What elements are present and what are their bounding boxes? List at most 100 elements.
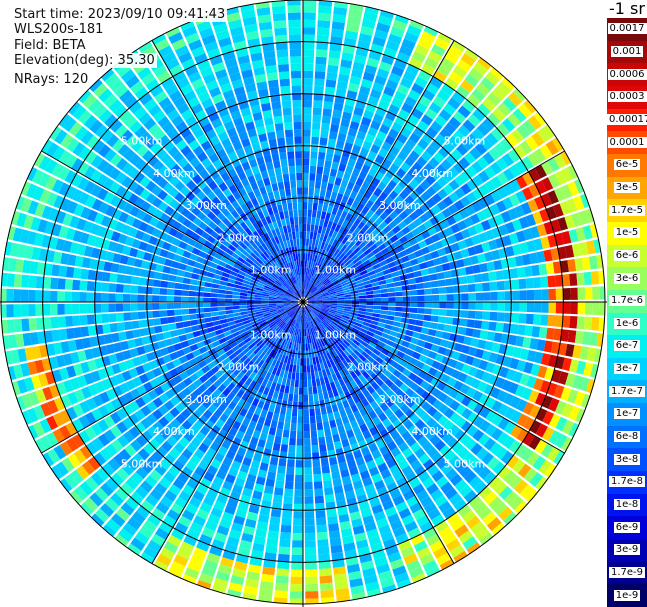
- scan-cell: [444, 450, 457, 462]
- scan-cell: [540, 443, 554, 458]
- scan-cell: [270, 145, 279, 155]
- scan-cell: [310, 143, 319, 152]
- scan-cell: [362, 388, 371, 398]
- scan-cell: [226, 317, 235, 323]
- scan-cell: [194, 226, 204, 236]
- scan-cell: [534, 439, 548, 454]
- scan-cell: [253, 382, 261, 392]
- scan-cell: [174, 309, 182, 316]
- scan-cell: [338, 186, 346, 195]
- scan-cell: [155, 220, 166, 231]
- scan-cell: [437, 392, 448, 403]
- scan-cell: [342, 44, 356, 55]
- scan-cell: [420, 268, 430, 276]
- scan-cell: [326, 326, 333, 333]
- scan-cell: [360, 508, 373, 518]
- scan-cell: [298, 275, 301, 283]
- scan-cell: [180, 20, 195, 31]
- scan-cell: [394, 195, 404, 205]
- scan-cell: [158, 96, 172, 110]
- scan-cell: [391, 65, 405, 77]
- scan-cell: [303, 245, 306, 254]
- scan-cell: [226, 497, 239, 509]
- scan-cell: [460, 53, 476, 67]
- scan-cell: [378, 412, 388, 422]
- scan-cell: [437, 32, 452, 44]
- scan-cell: [194, 162, 205, 174]
- scan-cell: [1, 288, 7, 302]
- scan-cell: [93, 104, 108, 119]
- scan-cell: [598, 317, 605, 332]
- scan-cell: [289, 430, 297, 439]
- scan-cell: [228, 467, 239, 477]
- scan-cell: [327, 262, 334, 270]
- scan-cell: [323, 361, 329, 370]
- scan-cell: [343, 349, 351, 357]
- scan-cell: [455, 259, 465, 268]
- scan-cell: [189, 157, 201, 168]
- scan-cell: [341, 282, 349, 287]
- scan-cell: [493, 142, 507, 156]
- scan-cell: [229, 341, 238, 349]
- scan-cell: [329, 322, 337, 328]
- scan-cell: [109, 181, 121, 194]
- scan-cell: [294, 292, 300, 299]
- scan-cell: [217, 306, 226, 311]
- scan-cell: [354, 137, 364, 147]
- scan-cell: [323, 345, 329, 354]
- scan-cell: [408, 284, 417, 290]
- scan-cell: [222, 188, 232, 198]
- scan-cell: [197, 404, 207, 415]
- scan-cell: [115, 157, 128, 171]
- scan-cell: [123, 391, 135, 404]
- scan-cell: [440, 339, 449, 348]
- scan-cell: [332, 365, 339, 374]
- scan-cell: [292, 401, 298, 410]
- scan-cell: [541, 177, 554, 192]
- scan-cell: [87, 98, 102, 114]
- scan-cell: [201, 195, 211, 206]
- scan-cell: [439, 444, 452, 457]
- scan-cell: [383, 475, 395, 486]
- scan-cell: [283, 299, 291, 301]
- scan-cell: [152, 367, 162, 378]
- scan-cell: [108, 293, 116, 302]
- scan-cell: [421, 230, 431, 240]
- scan-cell: [65, 185, 77, 200]
- scan-cell: [180, 541, 195, 554]
- scan-cell: [269, 255, 277, 263]
- scan-cell: [129, 80, 144, 95]
- scan-cell: [176, 269, 186, 277]
- scan-cell: [309, 401, 315, 410]
- scan-cell: [251, 322, 260, 328]
- scan-cell: [346, 321, 355, 328]
- scan-cell: [371, 473, 383, 484]
- scan-cell: [317, 315, 324, 321]
- scan-cell: [410, 337, 419, 345]
- scan-cell: [386, 482, 399, 493]
- scan-cell: [79, 315, 88, 326]
- scan-cell: [477, 381, 488, 393]
- scan-cell: [423, 341, 433, 350]
- scan-cell: [231, 331, 240, 338]
- scan-cell: [385, 278, 394, 284]
- scan-cell: [310, 246, 315, 255]
- scan-cell: [242, 16, 257, 26]
- scan-cell: [241, 365, 250, 375]
- scan-cell: [270, 508, 282, 518]
- scan-cell: [225, 294, 233, 299]
- scan-cell: [180, 340, 190, 349]
- scan-cell: [375, 106, 387, 117]
- scan-cell: [253, 324, 261, 331]
- scan-cell: [381, 141, 392, 152]
- scan-cell: [356, 316, 365, 322]
- scan-cell: [320, 322, 326, 329]
- ring-label: 5.00km: [121, 135, 163, 148]
- scan-cell: [319, 451, 328, 460]
- scan-cell: [309, 231, 314, 240]
- scan-cell: [557, 217, 568, 231]
- scan-cell: [346, 262, 355, 269]
- scan-cell: [100, 482, 114, 497]
- scan-cell: [406, 453, 418, 465]
- scan-cell: [372, 333, 382, 341]
